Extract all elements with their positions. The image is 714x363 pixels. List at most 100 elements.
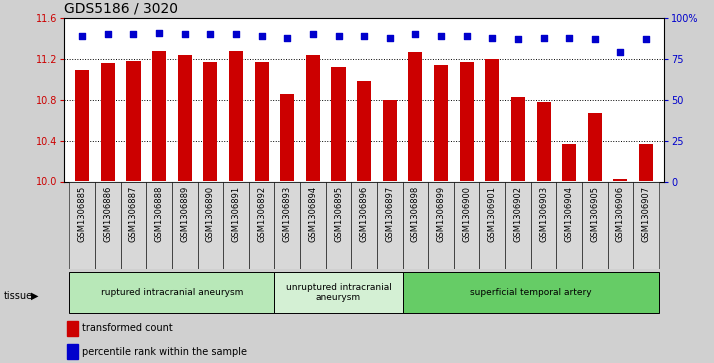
Bar (536, 102, 550, 182)
Bar (408, 52, 423, 182)
Bar (351, 182, 377, 269)
Bar (582, 182, 608, 269)
Point (640, 37, 652, 42)
Text: GSM1306899: GSM1306899 (436, 186, 446, 242)
Text: GSM1306888: GSM1306888 (155, 186, 164, 242)
Text: GSM1306896: GSM1306896 (360, 186, 368, 242)
Bar (403, 272, 659, 313)
Text: GSM1306898: GSM1306898 (411, 186, 420, 242)
Text: GSM1306885: GSM1306885 (78, 186, 86, 242)
Bar (377, 182, 403, 269)
Bar (248, 182, 274, 269)
Text: tissue: tissue (4, 291, 33, 301)
Bar (434, 65, 448, 182)
Text: GSM1306900: GSM1306900 (462, 186, 471, 242)
Text: GSM1306906: GSM1306906 (616, 186, 625, 242)
Bar (95, 182, 121, 269)
Bar (172, 182, 198, 269)
Bar (357, 81, 371, 182)
Point (512, 37, 523, 42)
Point (128, 32, 139, 37)
Bar (403, 182, 428, 269)
Text: GSM1306901: GSM1306901 (488, 186, 497, 242)
Point (436, 33, 447, 39)
Point (231, 32, 242, 37)
Text: GSM1306891: GSM1306891 (231, 186, 241, 242)
Bar (126, 61, 141, 182)
Text: GSM1306907: GSM1306907 (642, 186, 650, 242)
Text: GDS5186 / 3020: GDS5186 / 3020 (64, 1, 178, 16)
Bar (511, 97, 525, 182)
Bar (274, 182, 300, 269)
Bar (223, 182, 248, 269)
Bar (480, 182, 505, 269)
Bar (639, 144, 653, 182)
Text: GSM1306895: GSM1306895 (334, 186, 343, 242)
Text: GSM1306887: GSM1306887 (129, 186, 138, 242)
Bar (608, 182, 633, 269)
Point (205, 32, 216, 37)
Text: GSM1306889: GSM1306889 (180, 186, 189, 242)
Text: ruptured intracranial aneurysm: ruptured intracranial aneurysm (101, 288, 243, 297)
Bar (588, 113, 602, 182)
Point (589, 37, 600, 42)
Bar (203, 62, 217, 182)
Point (281, 35, 293, 41)
Text: superficial temporal artery: superficial temporal artery (470, 288, 592, 297)
Point (358, 33, 370, 39)
Text: GSM1306886: GSM1306886 (104, 186, 112, 242)
Bar (633, 182, 659, 269)
Point (102, 32, 114, 37)
Bar (460, 62, 473, 182)
Point (410, 32, 421, 37)
Bar (178, 55, 192, 182)
Bar (505, 182, 531, 269)
Point (538, 35, 549, 41)
Bar (486, 59, 499, 182)
Text: GSM1306894: GSM1306894 (308, 186, 318, 242)
Text: GSM1306892: GSM1306892 (257, 186, 266, 242)
Point (563, 35, 575, 41)
Text: GSM1306897: GSM1306897 (386, 186, 394, 242)
Bar (229, 51, 243, 182)
Bar (613, 179, 628, 182)
Text: ▶: ▶ (31, 291, 38, 301)
Point (256, 33, 267, 39)
Bar (331, 67, 346, 182)
Bar (101, 63, 115, 182)
Bar (280, 94, 294, 182)
Text: GSM1306903: GSM1306903 (539, 186, 548, 242)
Bar (75, 70, 89, 182)
Bar (69, 182, 95, 269)
Point (384, 35, 396, 41)
Bar (300, 182, 326, 269)
Text: GSM1306893: GSM1306893 (283, 186, 292, 242)
Point (154, 30, 165, 36)
Point (615, 50, 626, 56)
Bar (428, 182, 454, 269)
Bar (69, 272, 274, 313)
Bar (67, 344, 78, 359)
Bar (306, 55, 320, 182)
Bar (255, 62, 268, 182)
Bar (67, 321, 78, 336)
Bar (121, 182, 146, 269)
Point (307, 32, 318, 37)
Text: transformed count: transformed count (82, 323, 173, 333)
Point (76, 33, 88, 39)
Text: GSM1306902: GSM1306902 (513, 186, 523, 242)
Text: percentile rank within the sample: percentile rank within the sample (82, 347, 247, 357)
Bar (146, 182, 172, 269)
Text: GSM1306904: GSM1306904 (565, 186, 573, 242)
Bar (326, 182, 351, 269)
Point (461, 33, 473, 39)
Bar (454, 182, 480, 269)
Bar (383, 100, 397, 182)
Bar (198, 182, 223, 269)
Point (179, 32, 191, 37)
Bar (562, 144, 576, 182)
Bar (152, 51, 166, 182)
Bar (531, 182, 556, 269)
Text: GSM1306905: GSM1306905 (590, 186, 599, 242)
Text: GSM1306890: GSM1306890 (206, 186, 215, 242)
